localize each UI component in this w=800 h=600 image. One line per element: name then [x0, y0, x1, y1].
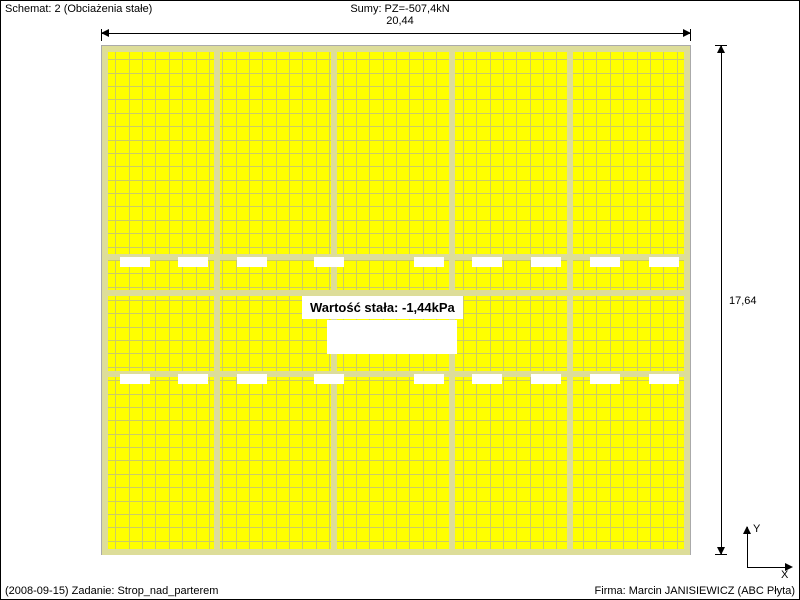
dim-top-arrow-left	[101, 29, 109, 37]
opening	[649, 374, 679, 384]
grid-line-h	[102, 273, 690, 274]
dim-top-line	[101, 33, 691, 34]
grid-line-h	[102, 541, 690, 542]
grid-line-h	[102, 166, 690, 167]
grid-line-h	[102, 180, 690, 181]
opening	[531, 374, 561, 384]
grid-line-h	[102, 447, 690, 448]
footer-firma: Firma: Marcin JANISIEWICZ (ABC Płyta)	[595, 585, 795, 597]
opening	[178, 257, 208, 267]
sumy-text: Sumy: PZ=-507,4kN	[350, 3, 449, 15]
grid-line-h	[102, 206, 690, 207]
opening	[178, 374, 208, 384]
axis-y-arrow-icon	[743, 526, 751, 534]
grid-line-h	[102, 501, 690, 502]
opening	[472, 374, 502, 384]
opening	[237, 257, 267, 267]
opening	[120, 257, 150, 267]
axis-indicator: Y X	[739, 527, 789, 577]
grid-line-h	[102, 59, 690, 60]
value-text: Wartość stała: -1,44kPa	[310, 300, 455, 315]
grid-line-h	[102, 474, 690, 475]
dim-height-label: 17,64	[729, 295, 757, 307]
slab-plan: Wartość stała: -1,44kPa	[101, 45, 691, 555]
opening	[314, 374, 344, 384]
dim-right-line	[721, 45, 722, 555]
opening	[472, 257, 502, 267]
beam-horizontal	[102, 46, 690, 52]
beam-vertical	[214, 46, 220, 554]
beam-vertical	[684, 46, 690, 554]
grid-line-h	[102, 514, 690, 515]
dim-top-arrow-right	[683, 29, 691, 37]
opening	[120, 374, 150, 384]
beam-horizontal	[102, 290, 690, 296]
beam-horizontal	[102, 549, 690, 555]
sumy-label: Sumy: PZ=-507,4kN 20,44	[350, 3, 449, 27]
grid-line-h	[102, 113, 690, 114]
grid-line-h	[102, 140, 690, 141]
grid-line-h	[102, 460, 690, 461]
grid-line-h	[102, 367, 690, 368]
grid-line-h	[102, 434, 690, 435]
opening	[590, 257, 620, 267]
grid-line-h	[102, 193, 690, 194]
value-box: Wartość stała: -1,44kPa	[302, 296, 463, 319]
white-cut-extra	[327, 320, 457, 354]
opening	[649, 257, 679, 267]
grid-line-h	[102, 220, 690, 221]
opening	[590, 374, 620, 384]
opening	[414, 257, 444, 267]
opening	[237, 374, 267, 384]
grid-line-h	[102, 407, 690, 408]
schemat-label: Schemat: 2 (Obciażenia stałe)	[5, 3, 152, 15]
grid-line-h	[102, 126, 690, 127]
grid-line-h	[102, 420, 690, 421]
grid-line-h	[102, 247, 690, 248]
grid-line-h	[102, 86, 690, 87]
grid-line-h	[102, 287, 690, 288]
grid-line-h	[102, 233, 690, 234]
beam-vertical	[567, 46, 573, 554]
grid-line-h	[102, 153, 690, 154]
opening	[414, 374, 444, 384]
grid-line-h	[102, 527, 690, 528]
opening	[531, 257, 561, 267]
grid-line-h	[102, 394, 690, 395]
axis-y-label: Y	[753, 523, 760, 535]
footer-date-task: (2008-09-15) Zadanie: Strop_nad_parterem	[5, 585, 218, 597]
grid-line-h	[102, 99, 690, 100]
grid-line-h	[102, 487, 690, 488]
dim-width-label: 20,44	[350, 15, 449, 27]
axis-x-line	[747, 567, 787, 568]
axis-x-label: X	[781, 569, 788, 581]
opening	[314, 257, 344, 267]
beam-vertical	[102, 46, 108, 554]
grid-line-h	[102, 73, 690, 74]
dim-right-arrow-up	[717, 45, 725, 53]
dim-right-arrow-down	[717, 547, 725, 555]
